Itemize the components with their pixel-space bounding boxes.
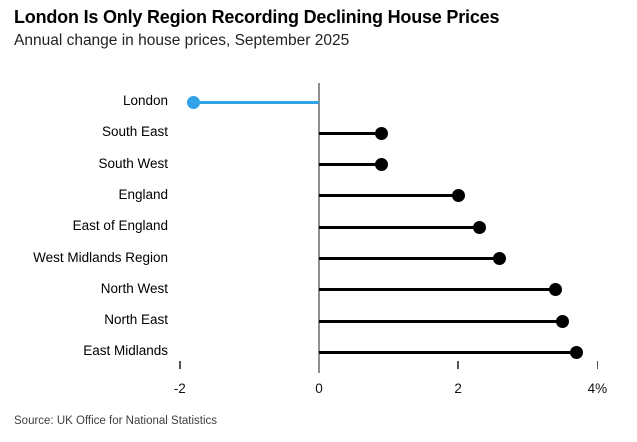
x-axis-tick	[596, 361, 599, 369]
chart-subtitle: Annual change in house prices, September…	[14, 32, 350, 49]
lollipop-line	[193, 100, 319, 104]
category-label: England	[118, 186, 168, 202]
x-axis-tick-label: -2	[173, 381, 186, 396]
source-note: Source: UK Office for National Statistic…	[14, 415, 218, 427]
category-label: North East	[104, 312, 168, 328]
lollipop-line	[319, 194, 459, 198]
category-label: East Midlands	[83, 343, 168, 359]
lollipop-dot	[375, 158, 389, 172]
x-axis-tick-label: 0	[315, 381, 323, 396]
lollipop-line	[319, 131, 382, 135]
lollipop-dot	[187, 95, 201, 109]
chart-title: London Is Only Region Recording Declinin…	[14, 7, 500, 27]
x-axis-tick	[457, 361, 459, 369]
lollipop-dot	[472, 220, 486, 234]
lollipop-line	[319, 225, 480, 229]
lollipop-line	[319, 319, 563, 323]
x-axis-tick-label: 4%	[587, 381, 608, 396]
category-label: South East	[101, 124, 168, 140]
lollipop-dot	[570, 345, 584, 359]
lollipop-dot	[549, 283, 563, 297]
x-axis-tick-label: 2	[454, 381, 462, 396]
lollipop-line	[319, 288, 556, 292]
lollipop-dot	[493, 252, 507, 265]
category-label: South West	[98, 155, 168, 171]
category-label: North West	[100, 280, 168, 296]
lollipop-line	[319, 350, 577, 354]
lollipop-line	[319, 257, 500, 260]
lollipop-dot	[375, 126, 389, 140]
lollipop-line	[319, 163, 382, 167]
lollipop-dot	[556, 314, 570, 328]
x-axis-tick	[179, 361, 181, 369]
category-label: West Midlands Region	[33, 249, 168, 265]
lollipop-dot	[451, 189, 465, 203]
category-label: London	[122, 93, 168, 108]
category-label: East of England	[72, 218, 168, 234]
